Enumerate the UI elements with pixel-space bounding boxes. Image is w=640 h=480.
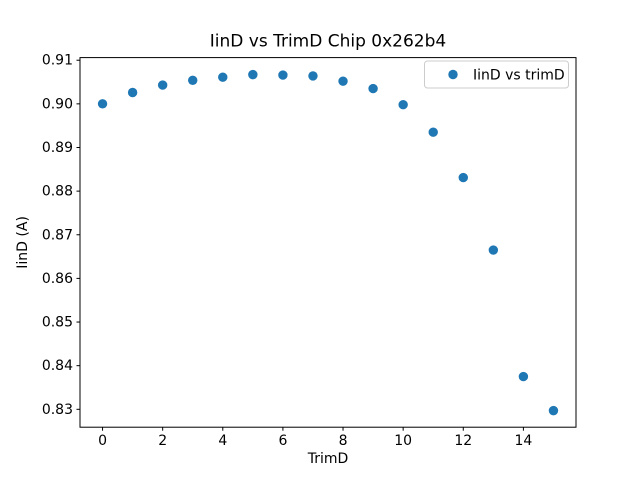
y-tick-label: 0.90 — [42, 96, 73, 112]
chart-title: IinD vs TrimD Chip 0x262b4 — [210, 32, 446, 52]
y-axis-label: IinD (A) — [15, 216, 31, 269]
data-point — [218, 72, 228, 82]
y-tick-label: 0.85 — [42, 315, 73, 331]
data-point — [188, 75, 198, 85]
x-tick-label: 4 — [218, 433, 227, 449]
data-point — [97, 99, 108, 109]
data-points — [97, 69, 559, 416]
y-tick-label: 0.91 — [42, 53, 73, 69]
data-point — [428, 127, 438, 137]
data-point — [518, 371, 529, 382]
data-point — [127, 87, 138, 98]
y-tick-label: 0.83 — [42, 402, 73, 418]
data-point — [278, 70, 288, 80]
y-tick-label: 0.89 — [42, 140, 73, 156]
axis-ticks: 0 2 4 6 8 10 12 14 0.83 0.84 0.85 0.86 0.87 0.88 0.89 0… — [42, 53, 533, 449]
y-tick-label: 0.88 — [42, 184, 73, 200]
x-tick-label: 10 — [394, 433, 412, 449]
y-tick-label: 0.86 — [42, 271, 73, 287]
x-axis-label: TrimD — [307, 451, 349, 467]
plot-area — [80, 57, 576, 428]
legend: IinD vs trimD — [424, 60, 569, 89]
data-point — [488, 245, 499, 255]
data-point — [157, 80, 168, 90]
legend-label: IinD vs trimD — [473, 68, 565, 84]
data-point — [308, 71, 318, 81]
x-tick-label: 14 — [514, 433, 532, 449]
x-tick-label: 0 — [98, 433, 107, 449]
data-point — [548, 405, 559, 416]
x-tick-label: 6 — [278, 433, 287, 449]
data-point — [458, 172, 468, 183]
y-tick-label: 0.84 — [42, 358, 73, 374]
legend-marker-icon — [448, 69, 458, 80]
data-point — [398, 100, 408, 110]
x-tick-label: 2 — [158, 433, 167, 449]
data-point — [338, 76, 348, 86]
data-point — [368, 83, 378, 94]
legend-box — [424, 60, 569, 89]
x-tick-label: 8 — [339, 433, 348, 449]
y-tick-label: 0.87 — [42, 227, 73, 243]
axes-spines — [79, 57, 577, 428]
x-tick-label: 12 — [454, 433, 472, 449]
data-point — [248, 69, 258, 80]
